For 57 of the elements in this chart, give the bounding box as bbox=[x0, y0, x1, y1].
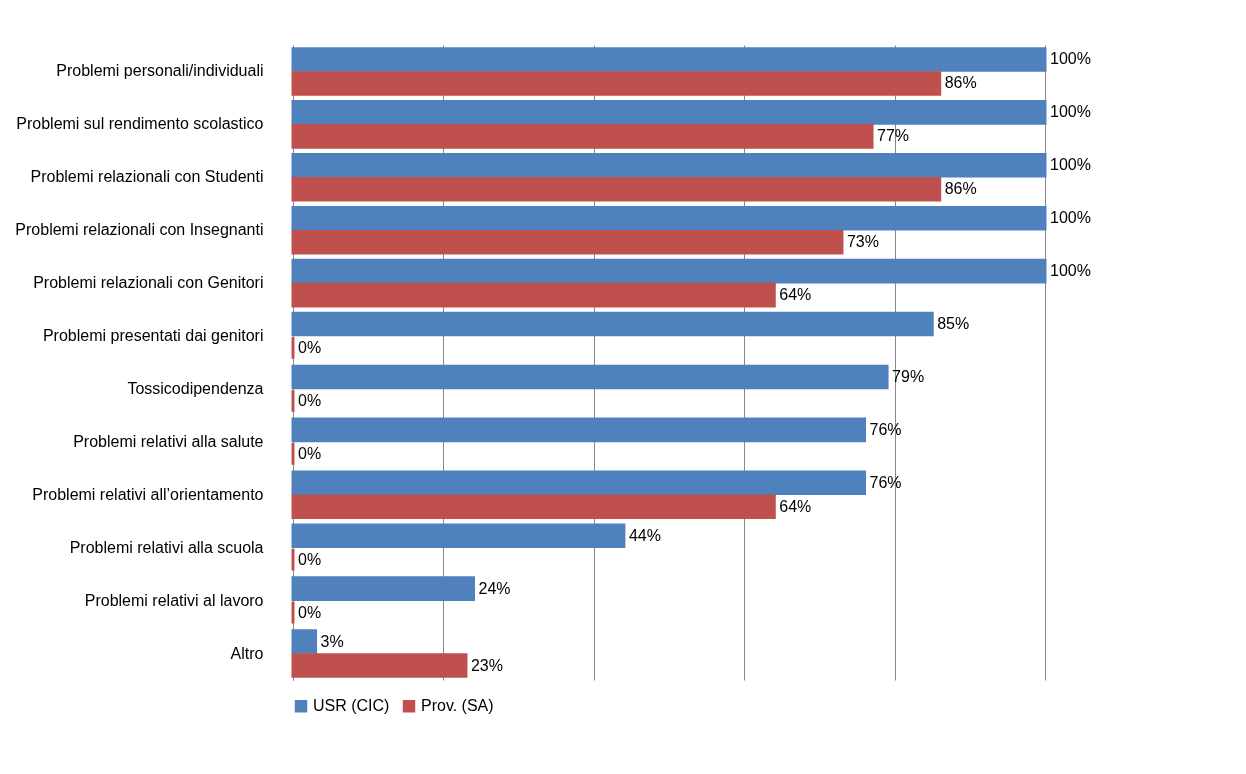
data-label: 77% bbox=[877, 127, 910, 145]
y-tick-label: Problemi sul rendimento scolastico bbox=[16, 115, 264, 133]
bar bbox=[291, 653, 468, 678]
data-label: 86% bbox=[944, 74, 977, 92]
data-label: 76% bbox=[869, 420, 902, 438]
data-label: 76% bbox=[869, 473, 902, 491]
y-tick-label: Problemi relativi alla scuola bbox=[69, 538, 264, 556]
data-label: 85% bbox=[937, 315, 970, 333]
data-label: 73% bbox=[846, 233, 879, 251]
data-label: 64% bbox=[779, 497, 812, 515]
bar bbox=[291, 258, 1047, 284]
data-label: 0% bbox=[298, 550, 322, 568]
bar bbox=[291, 470, 867, 496]
bar bbox=[291, 71, 942, 96]
data-label: 64% bbox=[779, 286, 812, 304]
bar bbox=[291, 364, 889, 390]
y-tick-label: Problemi personali/individuali bbox=[56, 62, 264, 80]
bar bbox=[291, 523, 626, 549]
legend-label: Prov. (SA) bbox=[421, 697, 494, 715]
y-tick-label: Problemi relazionali con Insegnanti bbox=[15, 221, 264, 239]
data-label: 79% bbox=[892, 367, 925, 385]
data-label: 0% bbox=[298, 603, 322, 621]
bar bbox=[291, 100, 1047, 125]
y-tick-label: Problemi relazionali con Studenti bbox=[30, 168, 264, 186]
bar bbox=[291, 205, 1047, 231]
y-tick-label: Altro bbox=[230, 644, 264, 662]
y-tick-label: Tossicodipendenza bbox=[127, 379, 264, 397]
bar bbox=[291, 47, 1047, 72]
data-label: 86% bbox=[944, 180, 977, 198]
data-label: 24% bbox=[478, 579, 511, 597]
data-label: 100% bbox=[1050, 209, 1091, 227]
bar bbox=[291, 494, 776, 520]
y-tick-label: Problemi presentati dai genitori bbox=[42, 327, 264, 345]
bar bbox=[291, 417, 867, 443]
data-label: 100% bbox=[1050, 50, 1091, 68]
data-label: 0% bbox=[298, 391, 322, 409]
legend-label: USR (CIC) bbox=[313, 697, 390, 715]
bar bbox=[291, 229, 844, 255]
y-tick-label: Problemi relativi alla salute bbox=[73, 432, 264, 450]
data-label: 0% bbox=[298, 444, 322, 462]
data-label: 44% bbox=[628, 526, 661, 544]
data-label: 100% bbox=[1050, 103, 1091, 121]
bar bbox=[291, 311, 934, 337]
bar bbox=[291, 576, 475, 601]
bar bbox=[291, 153, 1047, 178]
bar bbox=[291, 124, 874, 149]
bar bbox=[291, 282, 776, 308]
data-label: 100% bbox=[1050, 156, 1091, 174]
bar bbox=[291, 176, 942, 202]
data-label: 0% bbox=[298, 339, 322, 357]
data-label: 100% bbox=[1050, 262, 1091, 280]
y-tick-label: Problemi relativi al lavoro bbox=[84, 591, 264, 609]
data-label: 3% bbox=[320, 632, 344, 650]
y-tick-label: Problemi relativi all’orientamento bbox=[32, 485, 264, 503]
bar bbox=[291, 629, 318, 654]
y-tick-label: Problemi relazionali con Genitori bbox=[33, 274, 264, 292]
data-label: 23% bbox=[470, 656, 503, 674]
